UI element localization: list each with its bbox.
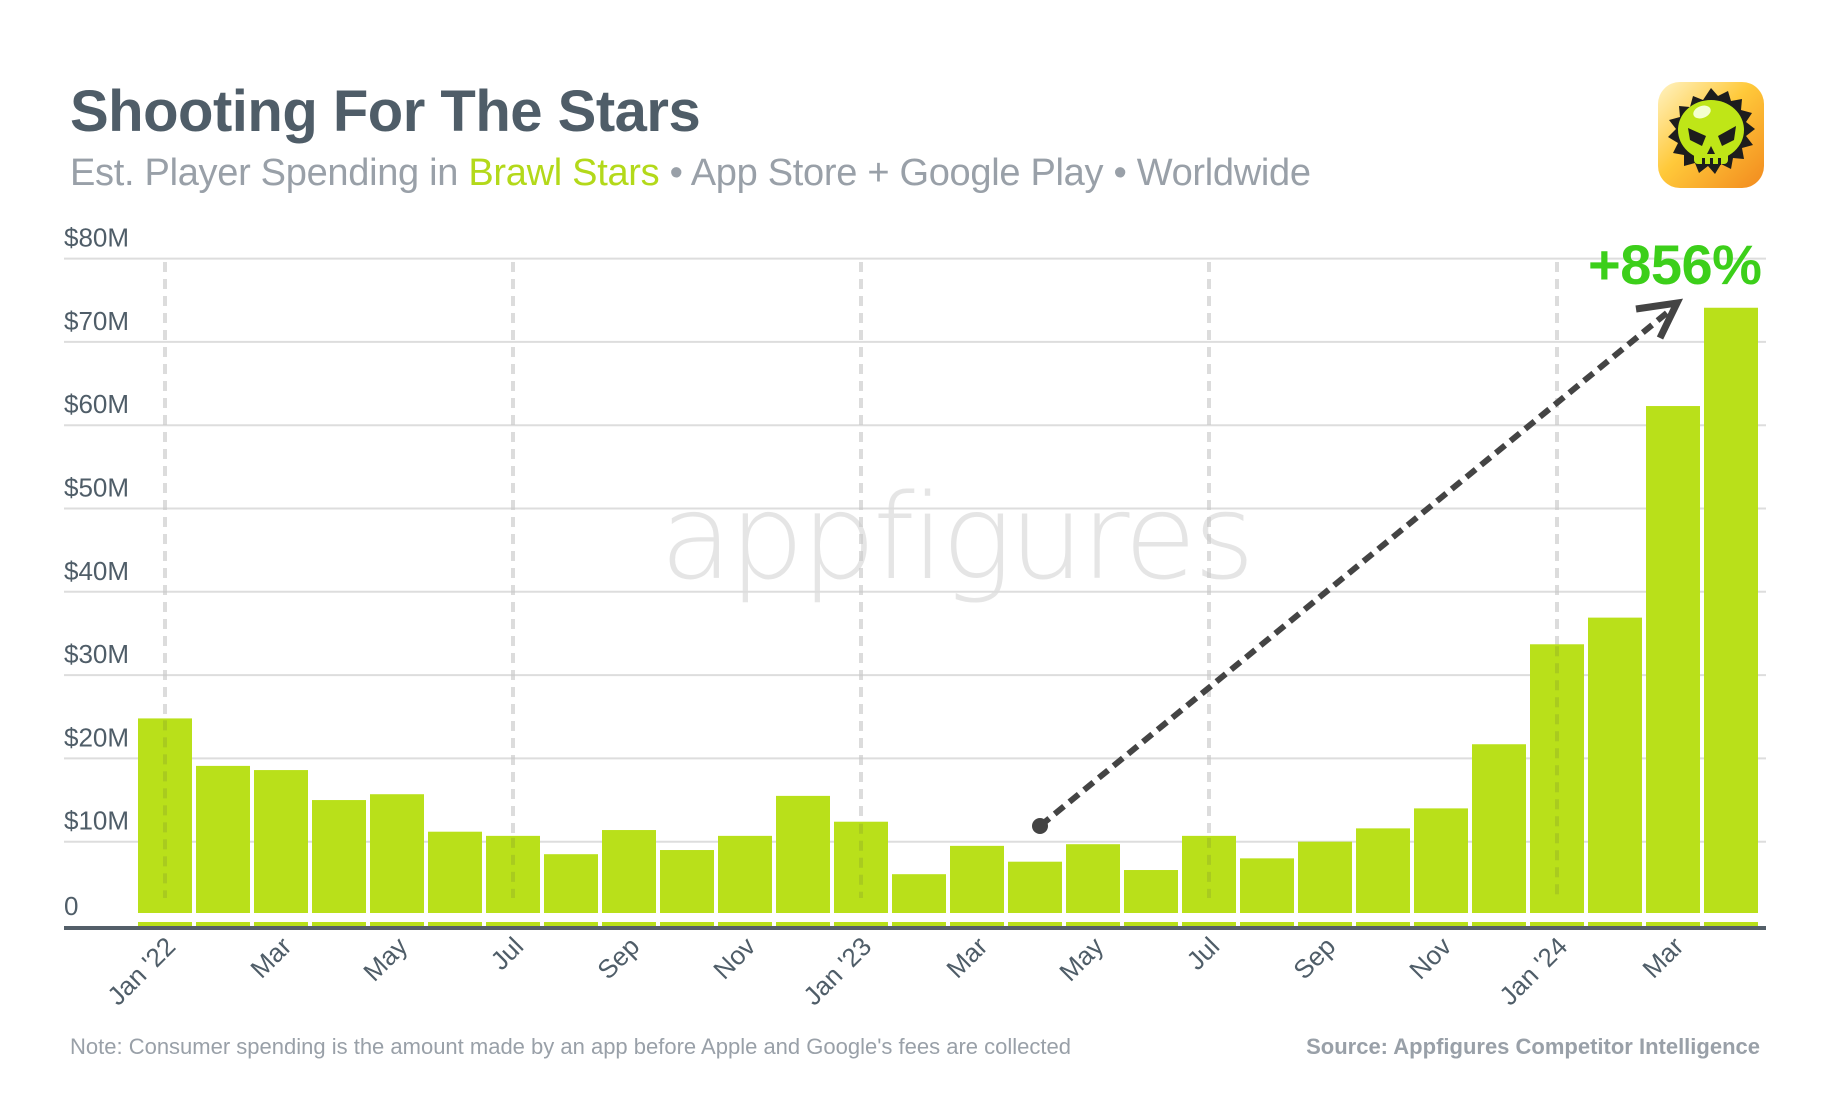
bar-base-strip [776, 922, 830, 927]
y-tick-label: $80M [64, 223, 129, 253]
bars [138, 307, 1758, 927]
x-tick-label: Jul [1181, 931, 1226, 976]
bar [312, 800, 366, 913]
arrow-head-icon [1635, 298, 1684, 340]
bar-base-strip [544, 922, 598, 927]
growth-arrow-line [1038, 309, 1670, 829]
y-tick-label: $50M [64, 473, 129, 503]
bar [1414, 808, 1468, 913]
x-tick-label: Sep [1287, 931, 1341, 985]
bar [428, 831, 482, 913]
bar [718, 835, 772, 913]
bar-base-strip [950, 922, 1004, 927]
bar [1356, 828, 1410, 913]
bar [1008, 861, 1062, 913]
growth-percentage-label: +856% [1588, 233, 1762, 296]
bar-base-strip [1646, 922, 1700, 927]
x-tick-label: Jul [485, 931, 530, 976]
appfigures-watermark: appfigures [660, 468, 1255, 606]
y-tick-label: $10M [64, 806, 129, 836]
bar [1124, 870, 1178, 913]
x-tick-label: Jan '24 [1493, 931, 1573, 1011]
y-tick-label: $30M [64, 639, 129, 669]
bar-base-strip [892, 922, 946, 927]
bar-base-strip [1588, 922, 1642, 927]
bar-base-strip [1008, 922, 1062, 927]
bar [544, 854, 598, 913]
y-tick-label: $40M [64, 556, 129, 586]
page-title: Shooting For The Stars [70, 79, 701, 144]
x-tick-label: Sep [591, 931, 645, 985]
bar [1588, 617, 1642, 913]
bar [486, 835, 540, 913]
bar [1066, 844, 1120, 913]
bar [834, 821, 888, 913]
y-tick-label: $70M [64, 306, 129, 336]
bar-base-strip [1414, 922, 1468, 927]
bar-base-strip [486, 922, 540, 927]
subtitle-app-name: Brawl Stars [468, 152, 660, 194]
y-tick-label: $20M [64, 722, 129, 752]
bar-base-strip [834, 922, 888, 927]
growth-arrow-start-dot [1032, 818, 1048, 834]
bar-base-strip [718, 922, 772, 927]
bar [1298, 841, 1352, 913]
x-axis-line [64, 926, 1766, 930]
bar-base-strip [428, 922, 482, 927]
bar [1182, 835, 1236, 913]
bar-base-strip [196, 922, 250, 927]
bar-base-strip [1124, 922, 1178, 927]
subtitle-prefix: Est. Player Spending in [70, 152, 469, 194]
bar-base-strip [1240, 922, 1294, 927]
bar-base-strip [254, 922, 308, 927]
bar-base-strip [1472, 922, 1526, 927]
bar [1646, 406, 1700, 913]
x-tick-label: Nov [707, 931, 761, 985]
bar [602, 830, 656, 913]
bar-base-strip [1356, 922, 1410, 927]
bar-base-strip [660, 922, 714, 927]
bar-base-strip [370, 922, 424, 927]
bar-base-strip [138, 922, 192, 927]
bar [1240, 858, 1294, 913]
x-tick-label: May [1053, 931, 1109, 987]
bar-base-strip [602, 922, 656, 927]
bar-base-strip [1530, 922, 1584, 927]
bar-base-strip [1066, 922, 1120, 927]
x-tick-label: Nov [1403, 931, 1457, 985]
x-tick-label: Mar [1636, 931, 1689, 984]
y-tick-label: $60M [64, 389, 129, 419]
bar [254, 770, 308, 913]
bar-base-strip [1298, 922, 1352, 927]
x-tick-label: Jan '22 [101, 931, 181, 1011]
bar-base-strip [312, 922, 366, 927]
bar [1472, 744, 1526, 913]
brawl-stars-app-icon [1658, 82, 1764, 188]
x-tick-label: Jan '23 [797, 931, 877, 1011]
x-tick-label: May [357, 931, 413, 987]
footnote: Note: Consumer spending is the amount ma… [70, 1034, 1071, 1059]
bar [1530, 644, 1584, 913]
page-subtitle: Est. Player Spending in Brawl Stars • Ap… [70, 152, 1311, 195]
source-credit: Source: Appfigures Competitor Intelligen… [1306, 1034, 1760, 1059]
bar [196, 765, 250, 913]
bar [660, 850, 714, 913]
bar-base-strip [1182, 922, 1236, 927]
y-tick-label: 0 [64, 891, 78, 921]
subtitle-suffix: • App Store + Google Play • Worldwide [659, 152, 1311, 194]
x-tick-label: Mar [244, 931, 297, 984]
bar [776, 795, 830, 913]
x-tick-label: Mar [940, 931, 993, 984]
bar [950, 845, 1004, 913]
bar-base-strip [1704, 922, 1758, 927]
bar [892, 874, 946, 913]
bar [370, 794, 424, 913]
bar [138, 718, 192, 913]
bar [1704, 307, 1758, 913]
